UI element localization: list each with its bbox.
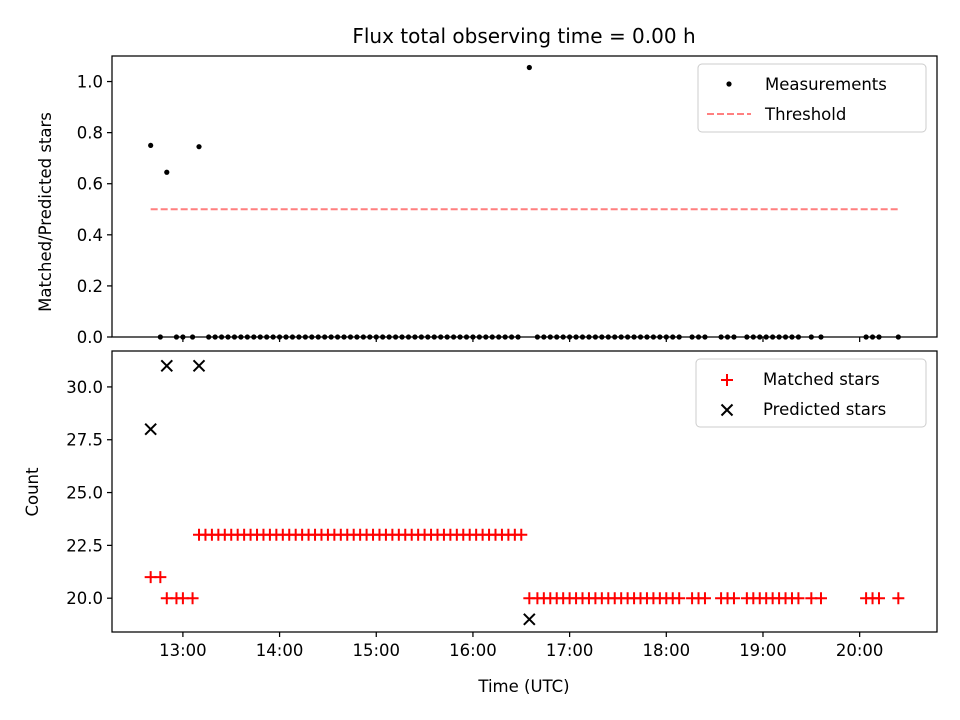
- matched-star-point: [872, 592, 885, 605]
- counts-panel: Count Time (UTC) 20.0 22.5 25.0 27.5 30.0 13…: [23, 350, 938, 696]
- legend-matched-label: Matched stars: [763, 370, 880, 389]
- x-tick-label: 18:00: [643, 641, 691, 660]
- predicted-star-point: [523, 613, 536, 626]
- bottom-y-tick-label: 30.0: [66, 378, 103, 397]
- legend-threshold-label: Threshold: [764, 105, 846, 124]
- legend-measurements-marker: [726, 81, 732, 87]
- bottom-legend: Matched stars Predicted stars: [695, 358, 927, 428]
- top-y-tick-label: 1.0: [77, 73, 103, 92]
- matched-star-point: [892, 592, 905, 605]
- bottom-y-tick-label: 22.5: [66, 536, 103, 555]
- bottom-axes-frame: [111, 350, 938, 633]
- x-tick-label: 20:00: [836, 641, 884, 660]
- top-axes-frame: [111, 55, 938, 338]
- legend-matched-marker: [721, 374, 733, 386]
- legend-predicted-marker: [720, 403, 734, 417]
- top-x-axis: [182, 337, 861, 342]
- top-y-tick-label: 0.8: [77, 124, 103, 143]
- bottom-y-tick-label: 25.0: [66, 484, 103, 503]
- x-axis-label: Time (UTC): [477, 677, 569, 696]
- top-legend-box: [697, 63, 927, 133]
- predicted-star-point: [160, 359, 173, 372]
- top-legend: Measurements Threshold: [697, 63, 927, 133]
- matched-star-point: [814, 592, 827, 605]
- measurements-panel: Flux total observing time = 0.00 h Match…: [36, 24, 938, 347]
- x-tick-label: 14:00: [256, 641, 304, 660]
- bottom-legend-box: [695, 358, 927, 428]
- matched-star-point: [154, 571, 167, 584]
- top-y-tick-label: 0.0: [77, 328, 103, 347]
- measurement-point: [526, 64, 532, 71]
- x-tick-label: 17:00: [546, 641, 594, 660]
- legend-measurements-label: Measurements: [765, 75, 887, 94]
- chart-title: Flux total observing time = 0.00 h: [352, 24, 695, 48]
- bottom-y-tick-label: 20.0: [66, 589, 103, 608]
- x-tick-label: 19:00: [739, 641, 787, 660]
- predicted-star-point: [192, 359, 206, 372]
- bottom-plot-area: [144, 359, 905, 626]
- x-tick-label: 13:00: [159, 641, 207, 660]
- measurement-point: [196, 144, 202, 150]
- top-y-tick-label: 0.6: [77, 175, 103, 194]
- bottom-y-axis-label: Count: [23, 467, 42, 517]
- bottom-x-axis: 13:00 14:00 15:00 16:00 17:00 18:00 19:00 20:00: [159, 632, 883, 660]
- top-y-axis: 0.0 0.2 0.4 0.6 0.8 1.0: [77, 73, 112, 347]
- matched-star-point: [673, 592, 686, 605]
- matched-star-point: [515, 528, 528, 541]
- top-y-tick-label: 0.2: [77, 277, 103, 296]
- matched-star-point: [727, 592, 740, 605]
- bottom-y-axis: 20.0 22.5 25.0 27.5 30.0: [66, 378, 112, 608]
- x-tick-label: 15:00: [352, 641, 400, 660]
- bottom-y-tick-label: 27.5: [66, 431, 103, 450]
- matched-star-point: [698, 592, 711, 605]
- x-tick-label: 16:00: [449, 641, 497, 660]
- legend-predicted-label: Predicted stars: [763, 400, 886, 419]
- matched-star-point: [792, 592, 805, 605]
- measurement-point: [148, 142, 154, 149]
- top-y-tick-label: 0.4: [77, 226, 103, 245]
- matched-star-point: [186, 592, 199, 605]
- top-y-axis-label: Matched/Predicted stars: [36, 112, 55, 312]
- predicted-star-point: [144, 422, 157, 436]
- measurement-point: [164, 169, 170, 175]
